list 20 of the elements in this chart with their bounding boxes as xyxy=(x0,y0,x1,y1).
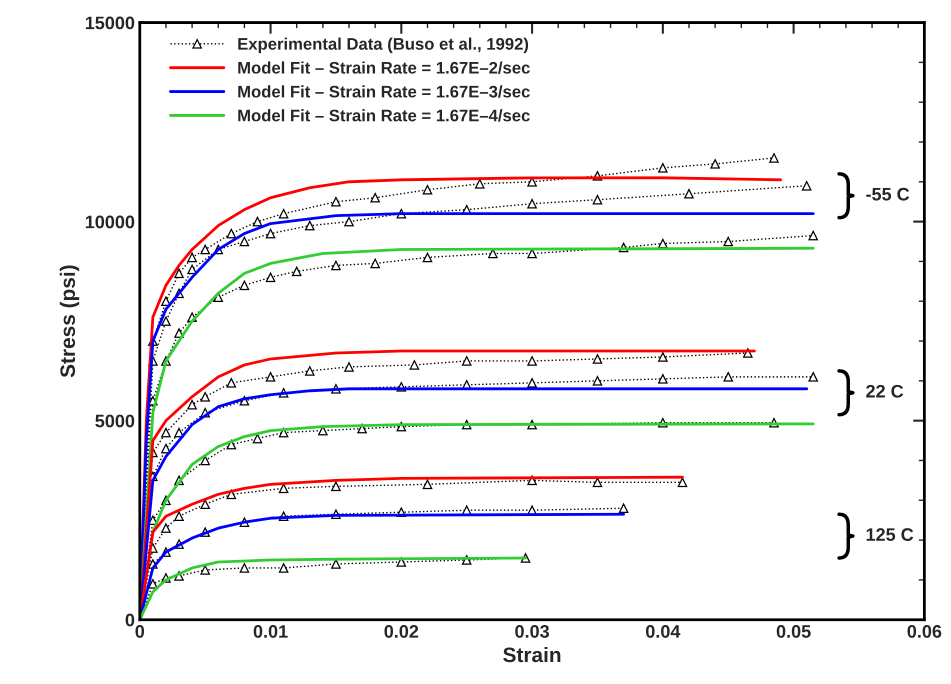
legend-label: Model Fit – Strain Rate = 1.67E–4/sec xyxy=(238,109,530,122)
x-tick-label: 0.01 xyxy=(254,625,288,638)
annotation: 22 C xyxy=(866,384,904,398)
y-tick-label: 10000 xyxy=(86,216,134,228)
x-axis-title: Strain xyxy=(503,646,560,662)
legend-label: Model Fit – Strain Rate = 1.67E–3/sec xyxy=(238,85,530,98)
y-tick-label: 5000 xyxy=(95,414,134,428)
legend-label: Model Fit – Strain Rate = 1.67E–2/sec xyxy=(238,61,530,74)
y-tick-label: 15000 xyxy=(86,16,134,30)
x-tick-label: 0.06 xyxy=(908,625,942,638)
annotation: -55 C xyxy=(866,188,910,201)
legend-label: Experimental Data (Buso et al., 1992) xyxy=(238,38,528,54)
annotation: 125 C xyxy=(866,528,914,541)
x-tick-label: 0.02 xyxy=(384,625,418,638)
x-tick-label: 0.04 xyxy=(646,625,680,638)
x-tick-label: 0 xyxy=(135,625,144,638)
x-tick-label: 0.05 xyxy=(776,625,811,638)
y-tick-label: 0 xyxy=(126,614,134,626)
x-tick-label: 0.03 xyxy=(515,625,550,638)
y-axis-title: Stress (psi) xyxy=(60,265,80,378)
